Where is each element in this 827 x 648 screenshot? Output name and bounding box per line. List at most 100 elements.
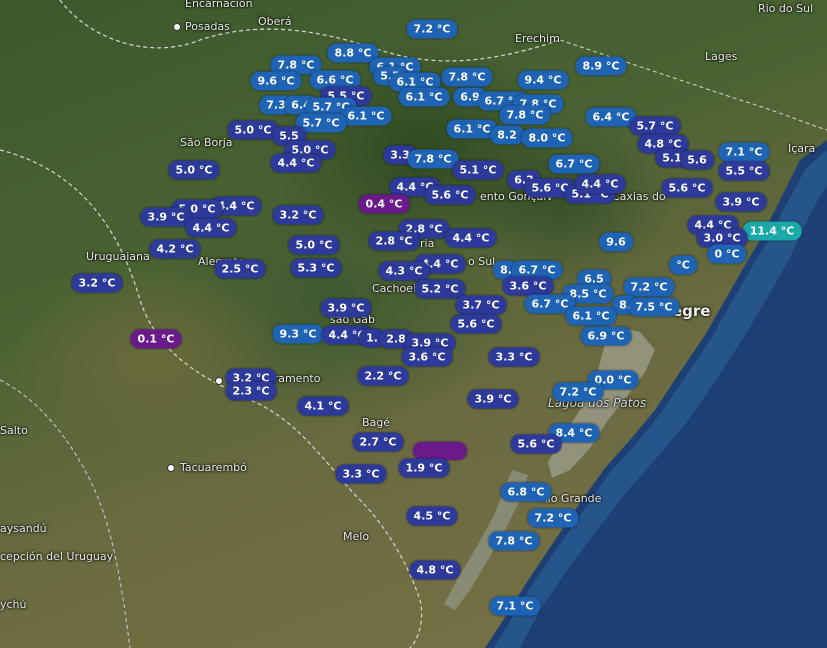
temperature-badge[interactable]: 5.7 °C: [629, 116, 681, 136]
temperature-badge[interactable]: 6.4 °C: [585, 107, 637, 127]
temperature-badge[interactable]: 3.2 °C: [272, 205, 324, 225]
temperature-badge[interactable]: 5.3 °C: [290, 258, 342, 278]
temperature-badge[interactable]: 2.7 °C: [352, 432, 404, 452]
place-label: Içara: [788, 142, 816, 155]
temperature-badge[interactable]: 4.4 °C: [445, 228, 497, 248]
temperature-badge[interactable]: 4.4 °C: [185, 218, 237, 238]
temperature-badge[interactable]: 7.8 °C: [499, 105, 551, 125]
temperature-badge[interactable]: 7.8 °C: [407, 149, 459, 169]
temperature-badge[interactable]: 11.4 °C: [742, 221, 802, 241]
temperature-badge[interactable]: 8.5 °C: [562, 284, 614, 304]
place-label: ria: [420, 237, 435, 250]
temperature-badge[interactable]: 3.9 °C: [467, 389, 519, 409]
temperature-badge[interactable]: 6.1 °C: [446, 119, 498, 139]
place-label: Erechim: [515, 32, 560, 45]
temperature-badge[interactable]: 7.8 °C: [441, 67, 493, 87]
temperature-badge[interactable]: 3.9 °C: [140, 207, 192, 227]
temperature-badge[interactable]: 7.2 °C: [527, 508, 579, 528]
temperature-badge[interactable]: 9.4 °C: [517, 70, 569, 90]
place-label: Lages: [705, 50, 738, 63]
temperature-badge[interactable]: 6.7 °C: [548, 154, 600, 174]
temperature-badge[interactable]: 6.5: [577, 269, 611, 289]
temperature-badge[interactable]: 2.5 °C: [214, 259, 266, 279]
temperature-badge[interactable]: 3.9 °C: [320, 298, 372, 318]
temperature-badge[interactable]: 6.7 °C: [511, 260, 563, 280]
temperature-badge[interactable]: 5.0 °C: [227, 120, 279, 140]
temperature-badge[interactable]: 2.8 °C: [368, 231, 420, 251]
temperature-badge[interactable]: 3.2 °C: [71, 273, 123, 293]
city-dot-icon: [215, 377, 223, 385]
temperature-badge[interactable]: 4.5 °C: [406, 506, 458, 526]
temperature-badge[interactable]: 5.6 °C: [510, 434, 562, 454]
temperature-badge[interactable]: 7.8 °C: [270, 55, 322, 75]
temperature-badge[interactable]: 5.0 °C: [288, 235, 340, 255]
temperature-badge[interactable]: 5.1 °C: [452, 160, 504, 180]
temperature-badge[interactable]: 4.2 °C: [149, 239, 201, 259]
temperature-badge[interactable]: 0.1 °C: [130, 329, 182, 349]
temperature-badge[interactable]: 6.1 °C: [340, 106, 392, 126]
temperature-badge[interactable]: 3.6 °C: [502, 276, 554, 296]
temperature-badge[interactable]: 4.8 °C: [409, 560, 461, 580]
place-label: Oberá: [258, 15, 292, 28]
temperature-badge[interactable]: 2.8: [379, 329, 413, 349]
temperature-badge[interactable]: 5.7 °C: [295, 113, 347, 133]
temperature-badge[interactable]: [413, 442, 467, 460]
temperature-badge[interactable]: 7.5 °C: [628, 297, 680, 317]
temperature-badge[interactable]: 8.8 °C: [327, 43, 379, 63]
temperature-badge[interactable]: 0.4 °C: [358, 194, 410, 214]
temperature-badge[interactable]: 6.9 °C: [580, 326, 632, 346]
temperature-badge[interactable]: 7.1 °C: [718, 142, 770, 162]
border-line: [59, 0, 561, 62]
temperature-badge[interactable]: 5.2 °C: [414, 279, 466, 299]
temperature-badge[interactable]: 4.3 °C: [378, 261, 430, 281]
temperature-badge[interactable]: 8.9 °C: [575, 56, 627, 76]
temperature-badge[interactable]: 6.1 °C: [565, 306, 617, 326]
temperature-badge[interactable]: 9.6: [599, 232, 633, 252]
temperature-badge[interactable]: 5.6: [680, 150, 714, 170]
city-dot-icon: [167, 464, 175, 472]
temperature-badge[interactable]: 5.0 °C: [168, 160, 220, 180]
temperature-badge[interactable]: 4.4 °C: [574, 174, 626, 194]
temperature-badge[interactable]: 5.6 °C: [661, 178, 713, 198]
temperature-badge[interactable]: 2.2 °C: [357, 366, 409, 386]
temperature-badge[interactable]: 8.4 °C: [548, 423, 600, 443]
temperature-badge[interactable]: 7.2 °C: [406, 19, 458, 39]
temperature-badge[interactable]: 6.6 °C: [309, 70, 361, 90]
temperature-badge[interactable]: 3.7 °C: [455, 295, 507, 315]
temperature-badge[interactable]: 5.6 °C: [450, 314, 502, 334]
temperature-badge[interactable]: 7.2 °C: [552, 382, 604, 402]
temperature-badge[interactable]: 3.6 °C: [401, 347, 453, 367]
temperature-badge[interactable]: 8.2: [490, 125, 524, 145]
place-label: São Borja: [180, 136, 233, 149]
temperature-badge[interactable]: °C: [669, 255, 697, 275]
temperature-badge[interactable]: 0 °C: [707, 244, 747, 264]
temperature-badge[interactable]: 3.3 °C: [488, 347, 540, 367]
temperature-badge[interactable]: 5.6 °C: [524, 178, 576, 198]
lagoa-mirim: [444, 470, 528, 610]
temperature-badge[interactable]: 1.9 °C: [398, 458, 450, 478]
temperature-badge[interactable]: 3.3 °C: [335, 464, 387, 484]
temperature-badge[interactable]: 2.3 °C: [225, 381, 277, 401]
temperature-badge[interactable]: 3.9 °C: [715, 192, 767, 212]
place-label: Tacuarembó: [180, 461, 247, 474]
temperature-badge[interactable]: 5.6 °C: [424, 185, 476, 205]
border-line: [0, 149, 423, 648]
temperature-badge[interactable]: 7.8 °C: [488, 531, 540, 551]
temperature-badge[interactable]: 9.6 °C: [250, 71, 302, 91]
place-label: Uruguaiana: [86, 250, 150, 263]
temperature-badge[interactable]: 9.3 °C: [272, 324, 324, 344]
temperature-badge[interactable]: 6.1 °C: [389, 72, 441, 92]
temperature-badge[interactable]: 7.1 °C: [489, 596, 541, 616]
temperature-badge[interactable]: 6.7 °C: [524, 294, 576, 314]
temperature-badge[interactable]: 1.: [359, 328, 385, 348]
temperature-badge[interactable]: 4.4 °C: [210, 196, 262, 216]
temperature-badge[interactable]: 4.4 °C: [270, 153, 322, 173]
temperature-badge[interactable]: 6.8 °C: [500, 482, 552, 502]
temperature-badge[interactable]: 6.1 °C: [398, 87, 450, 107]
temperature-badge[interactable]: 5.5 °C: [718, 161, 770, 181]
temperature-badge[interactable]: 4.1 °C: [297, 396, 349, 416]
temperature-badge[interactable]: 8.0 °C: [521, 128, 573, 148]
temperature-badge[interactable]: 7.2 °C: [623, 277, 675, 297]
temperature-badge[interactable]: 3.0 °C: [696, 228, 748, 248]
